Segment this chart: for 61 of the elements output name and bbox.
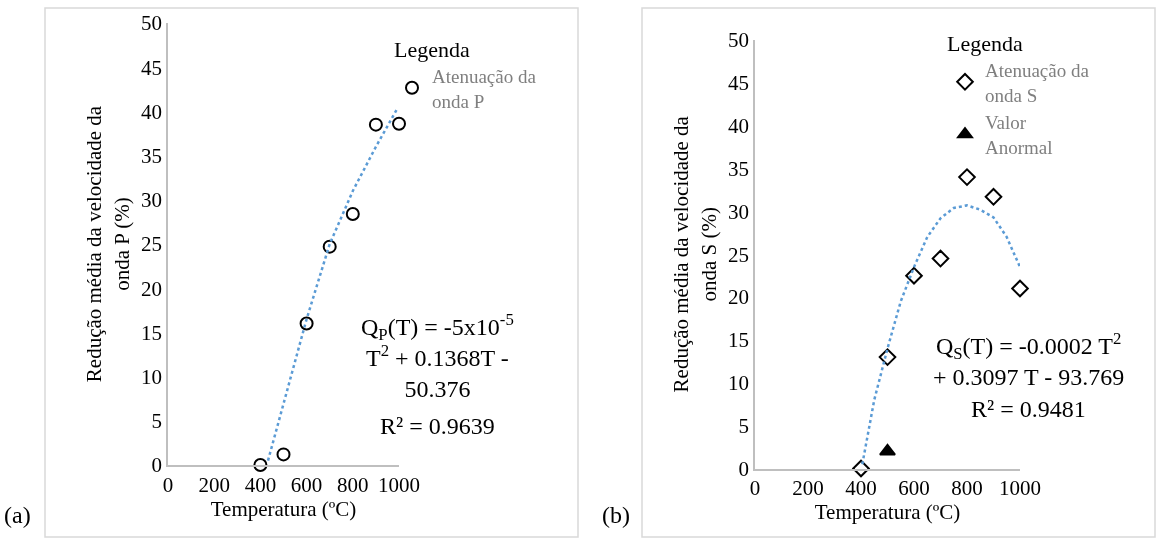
y-tick-label: 5 bbox=[738, 414, 750, 438]
point bbox=[299, 316, 314, 331]
x-tick-label: 600 bbox=[290, 472, 323, 497]
y-axis-title: Redução média da velocidade da onda P (%) bbox=[82, 105, 134, 383]
y-tick-label: 20 bbox=[728, 285, 750, 310]
y-tick-label: 25 bbox=[728, 242, 750, 267]
legend-title: Legenda bbox=[394, 36, 470, 62]
point bbox=[852, 459, 870, 478]
point bbox=[878, 348, 897, 366]
y-tick-label: 30 bbox=[728, 199, 750, 224]
point bbox=[345, 206, 360, 221]
y-tick-label: 5 bbox=[151, 409, 163, 434]
x-axis-title: Temperatura (ºC) bbox=[814, 500, 961, 525]
x-tick-label: 800 bbox=[951, 476, 983, 501]
y-tick-label: 40 bbox=[141, 99, 163, 124]
point bbox=[1011, 279, 1029, 298]
x-tick-label: 600 bbox=[898, 476, 930, 501]
y-tick-label: 10 bbox=[728, 371, 750, 396]
x-tick-label: 200 bbox=[198, 472, 230, 497]
y-tick-label: 25 bbox=[141, 232, 163, 257]
point bbox=[253, 458, 268, 472]
y-tick-label: 35 bbox=[141, 143, 163, 168]
annotation: R² = 0.9639 bbox=[380, 413, 495, 439]
y-tick-label: 15 bbox=[141, 320, 163, 345]
legend-label: Valor Anormal bbox=[985, 112, 1053, 158]
y-tick-label: 0 bbox=[151, 453, 163, 478]
y-tick-label: 45 bbox=[141, 55, 163, 80]
point bbox=[392, 116, 406, 131]
x-tick-label: 800 bbox=[337, 472, 369, 497]
x-tick-label: 1000 bbox=[999, 476, 1041, 501]
y-tick-label: 50 bbox=[141, 11, 163, 36]
x-tick-label: 400 bbox=[845, 476, 877, 501]
point bbox=[368, 117, 383, 132]
y-tick-label: 50 bbox=[728, 28, 750, 53]
point bbox=[984, 188, 1003, 206]
point bbox=[322, 239, 337, 254]
legend-label: Atenuação da onda P bbox=[432, 65, 537, 112]
point bbox=[276, 447, 291, 462]
y-tick-label: 10 bbox=[141, 364, 163, 389]
y-tick-label: 0 bbox=[738, 456, 750, 481]
point bbox=[958, 168, 976, 186]
point bbox=[931, 249, 950, 268]
y-tick-label: 35 bbox=[728, 156, 750, 181]
x-tick-label: 200 bbox=[792, 476, 824, 501]
y-tick-label: 30 bbox=[141, 188, 163, 213]
y-tick-label: 40 bbox=[728, 114, 750, 139]
x-tick-label: 400 bbox=[244, 472, 277, 497]
annotation: Q$_{S}$(T) = -0.0002 T$^{2}$ + 0.3097 T - 93.769 bbox=[933, 329, 1125, 391]
y-tick-label: 15 bbox=[728, 328, 750, 353]
point bbox=[905, 266, 923, 285]
text: (b) bbox=[602, 502, 630, 528]
y-axis-title: Redução média da velocidade da onda S (%) bbox=[669, 115, 721, 393]
y-tick-label: 20 bbox=[141, 276, 163, 301]
x-axis-title: Temperatura (ºC) bbox=[210, 496, 357, 521]
x-tick-label: 1000 bbox=[378, 472, 420, 497]
text: Q$_{P}$(T) = -5x10$^{-5}$ T$^{2}$ + 0.1368T - 50.376 bbox=[361, 310, 514, 403]
y-tick-label: 45 bbox=[728, 71, 750, 96]
legend-label: Atenuação da onda S bbox=[985, 59, 1090, 106]
annotation: R² = 0.9481 bbox=[971, 396, 1086, 422]
legend-title: Legenda bbox=[947, 30, 1023, 56]
text: (a) bbox=[4, 502, 31, 528]
